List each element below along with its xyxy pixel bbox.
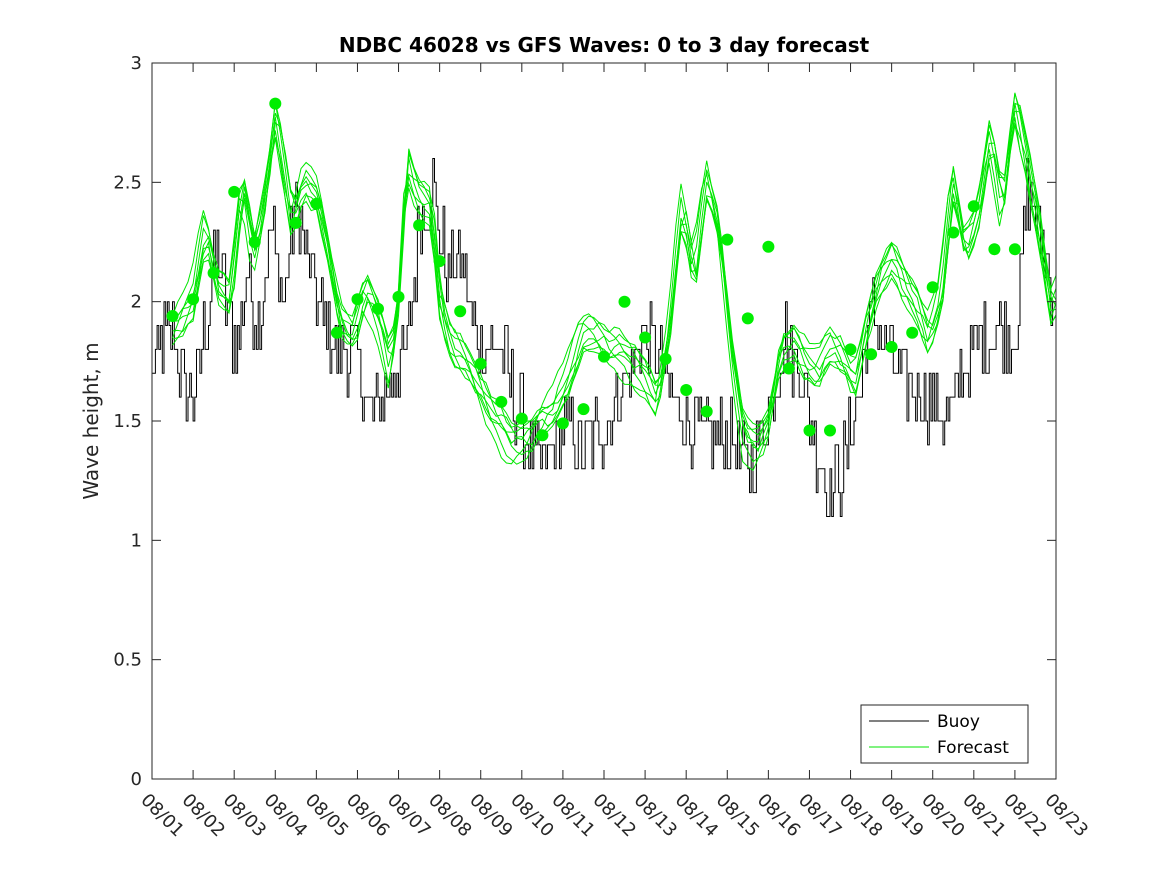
chart-title: NDBC 46028 vs GFS Waves: 0 to 3 day fore…	[339, 33, 870, 57]
y-axis-ticks: 0 0.5 1 1.5 2 2.5 3	[113, 53, 1056, 790]
forecast-series-line	[172, 93, 1056, 430]
forecast-marker	[618, 295, 631, 308]
forecast-marker	[372, 302, 384, 315]
forecast-marker	[454, 305, 467, 318]
forecast-marker	[782, 362, 795, 375]
legend-buoy-label: Buoy	[937, 712, 980, 732]
forecast-series-line	[172, 117, 1056, 456]
forecast-marker	[310, 197, 323, 210]
y-axis-title: Wave height, m	[79, 342, 103, 499]
y-tick-label: 2	[131, 292, 142, 313]
forecast-marker	[721, 233, 734, 246]
forecast-marker	[330, 326, 343, 339]
forecast-marker	[659, 352, 672, 365]
forecast-marker	[865, 348, 878, 361]
forecast-series-line	[172, 92, 1056, 431]
forecast-marker	[680, 384, 693, 396]
buoy-series-line	[152, 158, 1056, 517]
forecast-marker	[556, 417, 569, 430]
y-tick-label: 3	[131, 53, 142, 74]
forecast-marker	[906, 326, 919, 339]
forecast-marker	[289, 216, 302, 229]
y-tick-label: 0.5	[113, 650, 142, 671]
y-tick-label: 2.5	[113, 172, 142, 193]
forecast-marker	[700, 405, 713, 418]
forecast-marker	[228, 185, 241, 198]
forecast-marker	[515, 412, 528, 425]
forecast-marker	[474, 357, 487, 370]
legend: Buoy Forecast	[860, 704, 1029, 764]
forecast-marker	[207, 267, 220, 279]
forecast-marker	[433, 255, 446, 268]
forecast-marker	[988, 243, 1001, 256]
y-tick-label: 1.5	[113, 411, 142, 432]
forecast-marker	[967, 200, 980, 213]
forecast-marker	[248, 236, 261, 248]
forecast-marker	[413, 219, 426, 232]
forecast-marker	[392, 290, 405, 303]
y-tick-label: 0	[131, 769, 142, 790]
forecast-marker	[577, 403, 590, 416]
plot-area	[152, 92, 1056, 517]
forecast-series-line	[172, 125, 1056, 465]
forecast-marker	[741, 312, 754, 325]
forecast-marker	[1008, 243, 1021, 256]
forecast-marker	[269, 97, 282, 110]
legend-forecast-label: Forecast	[937, 738, 1009, 758]
y-tick-label: 1	[131, 530, 142, 551]
forecast-marker	[187, 293, 200, 306]
forecast-series-line	[172, 122, 1056, 472]
forecast-marker	[762, 240, 775, 253]
forecast-marker	[824, 424, 836, 437]
forecast-series-line	[172, 103, 1056, 445]
forecast-marker	[495, 395, 508, 408]
legend-box	[860, 704, 1029, 764]
forecast-marker	[166, 310, 179, 322]
forecast-marker	[926, 281, 939, 294]
forecast-marker	[885, 341, 898, 353]
forecast-marker	[598, 350, 610, 363]
forecast-marker	[639, 331, 652, 344]
forecast-marker	[351, 293, 364, 306]
forecast-marker	[536, 429, 549, 442]
forecast-marker	[947, 226, 960, 239]
forecast-marker	[844, 343, 857, 356]
forecast-marker	[803, 424, 816, 437]
